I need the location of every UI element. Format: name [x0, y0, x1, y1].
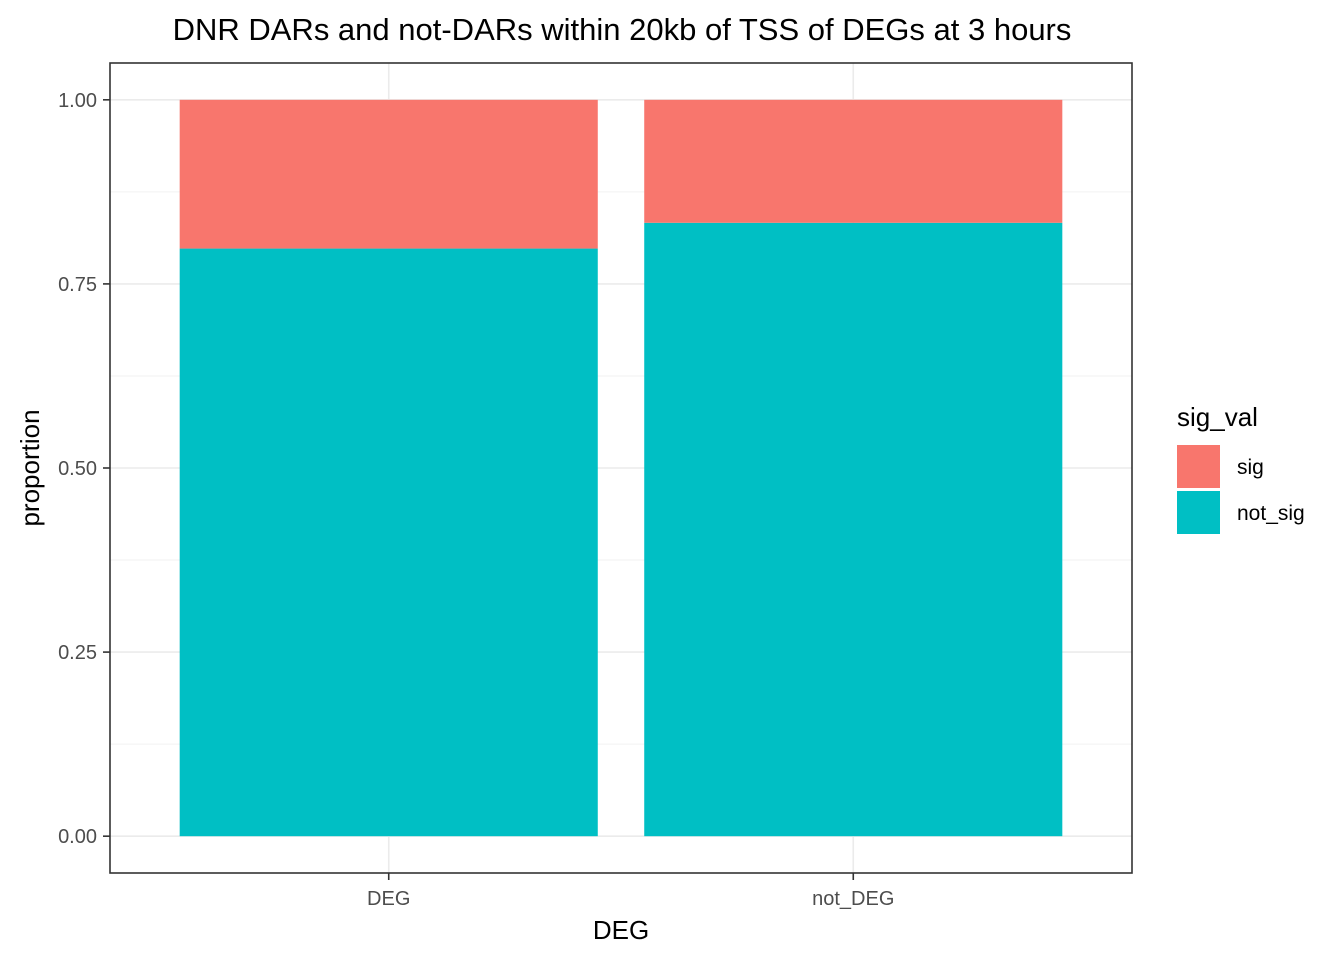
chart-title: DNR DARs and not-DARs within 20kb of TSS…	[173, 12, 1072, 47]
legend-swatch-sig	[1177, 445, 1220, 488]
legend: sig_val sig not_sig	[1177, 402, 1305, 534]
y-axis: 0.00 0.25 0.50 0.75 1.00	[58, 90, 110, 848]
y-tick-label: 0.75	[58, 274, 97, 296]
y-axis-label: proportion	[15, 409, 45, 526]
y-tick-label: 1.00	[58, 90, 97, 112]
legend-swatch-not_sig	[1177, 491, 1220, 534]
bar-not_sig-not_DEG	[644, 222, 1063, 837]
x-axis: DEG not_DEG	[367, 873, 894, 910]
x-tick-label: not_DEG	[812, 888, 894, 910]
legend-label-sig: sig	[1237, 456, 1264, 479]
x-tick-label: DEG	[367, 888, 410, 910]
bar-sig-not_DEG	[644, 99, 1063, 223]
x-axis-label: DEG	[593, 915, 649, 945]
bar-sig-DEG	[179, 99, 598, 249]
y-tick-label: 0.25	[58, 642, 97, 664]
bar-not_sig-DEG	[179, 248, 598, 837]
y-tick-label: 0.50	[58, 458, 97, 480]
bars	[179, 99, 1063, 837]
y-tick-label: 0.00	[58, 826, 97, 848]
legend-label-not_sig: not_sig	[1237, 502, 1305, 525]
legend-title: sig_val	[1177, 402, 1258, 432]
